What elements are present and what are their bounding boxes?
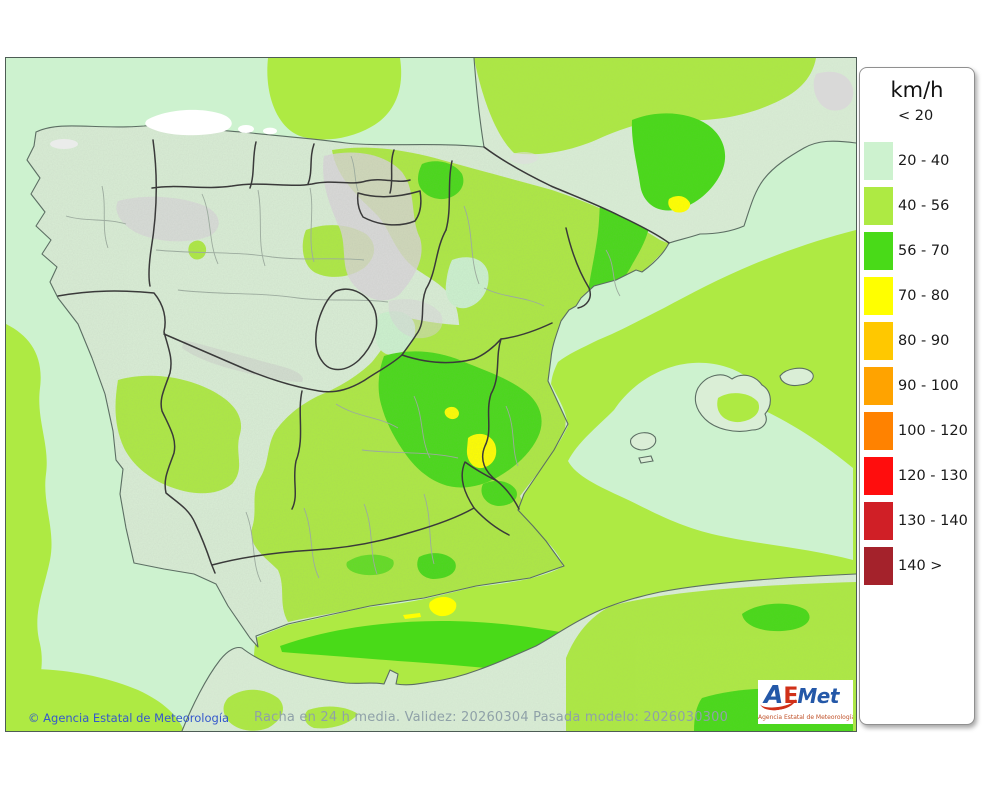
legend-label: 40 - 56: [898, 198, 950, 214]
community-borders: [57, 139, 591, 574]
weather-map: © Agencia Estatal de Meteorología Racha …: [5, 57, 857, 732]
legend-label: 130 - 140: [898, 513, 968, 529]
legend-row: < 20: [860, 96, 974, 136]
gray-patch-ne: [813, 71, 854, 111]
legend-row: 100 - 120: [860, 411, 974, 451]
sea-wind-20-40-patches: [568, 244, 853, 560]
legend-label: 100 - 120: [898, 423, 968, 439]
legend-label: 70 - 80: [898, 288, 950, 304]
legend-swatch: [864, 142, 893, 180]
legend-label: 80 - 90: [898, 333, 950, 349]
legend-row: 80 - 90: [860, 321, 974, 361]
legend-swatch: [864, 547, 893, 585]
legend-swatch: [864, 232, 893, 270]
aemet-logo-e: E: [783, 684, 798, 709]
legend-label: 20 - 40: [898, 153, 950, 169]
copyright-text: © Agencia Estatal de Meteorología: [28, 711, 230, 725]
status-line: Racha en 24 h media. Validez: 20260304 P…: [254, 710, 729, 725]
legend-row: 56 - 70: [860, 231, 974, 271]
legend-swatch: [864, 322, 893, 360]
legend-row: 90 - 100: [860, 366, 974, 406]
legend-swatch: [864, 97, 893, 135]
legend-swatch: [864, 502, 893, 540]
legend-row: 130 - 140: [860, 501, 974, 541]
legend-title: km/h: [890, 78, 944, 102]
calm-white-patches: [50, 109, 538, 164]
legend-label: 56 - 70: [898, 243, 950, 259]
legend-label: 90 - 100: [898, 378, 959, 394]
legend-swatch: [864, 412, 893, 450]
balearic-islands: [630, 367, 814, 464]
aemet-logo-a: A: [764, 680, 784, 709]
legend-row: 70 - 80: [860, 276, 974, 316]
legend-swatch: [864, 277, 893, 315]
aemet-logo: AEMet Agencia Estatal de Meteorología: [758, 680, 853, 724]
legend-label: < 20: [898, 108, 934, 124]
legend-label: 120 - 130: [898, 468, 968, 484]
legend-row: 20 - 40: [860, 141, 974, 181]
legend-swatch: [864, 367, 893, 405]
legend-swatch: [864, 457, 893, 495]
province-borders: [65, 155, 621, 583]
wind-speed-legend: km/h < 20 20 - 40 40 - 56 56 - 70 70 - 8…: [859, 67, 975, 725]
wind-gust-map-svg: [6, 58, 856, 731]
legend-row: 120 - 130: [860, 456, 974, 496]
aemet-logo-subtitle: Agencia Estatal de Meteorología: [758, 714, 853, 721]
legend-row: 40 - 56: [860, 186, 974, 226]
legend-row: 140 >: [860, 546, 974, 586]
aemet-logo-brand: AEMet: [764, 680, 839, 709]
aemet-logo-met: Met: [797, 684, 839, 708]
legend-label: 140 >: [898, 558, 943, 574]
legend-swatch: [864, 187, 893, 225]
